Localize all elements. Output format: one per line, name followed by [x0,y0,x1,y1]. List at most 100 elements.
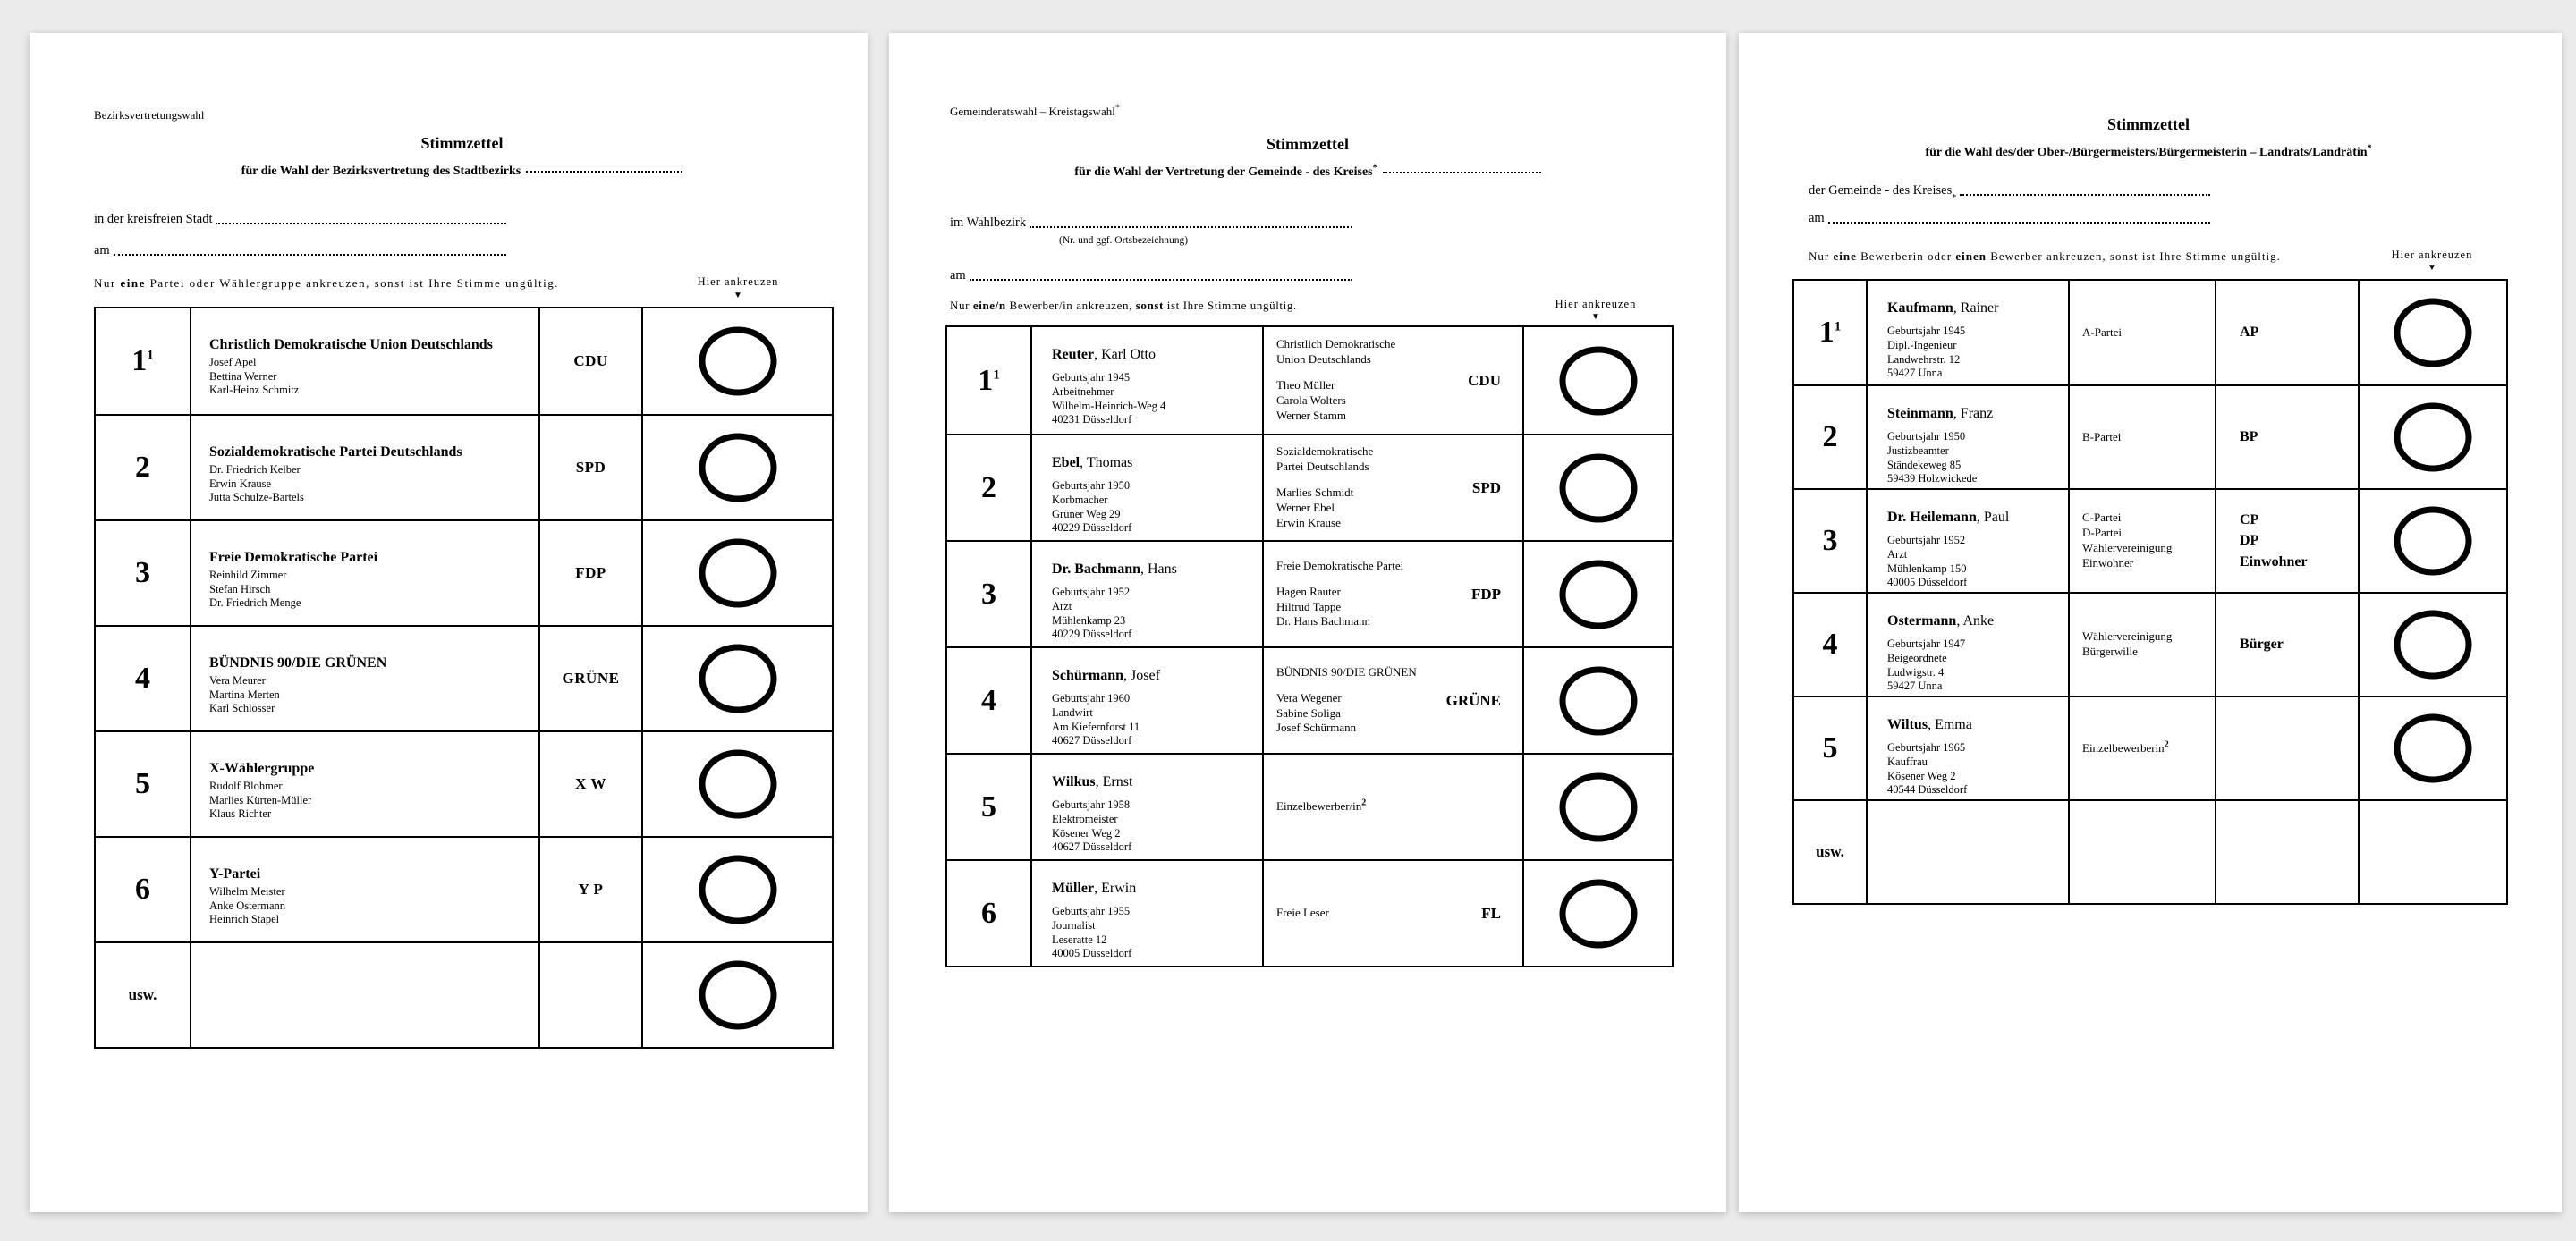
list-number: 2 [135,452,150,483]
vote-circle-cell[interactable] [641,521,832,625]
list-number: 4 [981,685,996,716]
candidate-name: Karl Schlösser [209,702,275,715]
party-cell: X-Wählergruppe Rudolf Blohmer Marlies Kürt… [190,732,538,836]
party-line-text: Union Deutschlands [1276,352,1371,367]
party-line-text: Einzelbewerberin [2082,740,2165,755]
candidate-details: Geburtsjahr 1965 Kauffrau Kösener Weg 2 405… [1887,741,2063,798]
list-number: 5 [1823,733,1838,764]
candidate-surname: Wilkus [1052,774,1096,789]
vote-circle-cell[interactable] [1522,327,1672,434]
ballot-page-2: Gemeinderatswahl – Kreistagswahl* Stimmze… [889,33,1726,1212]
list-number: 11 [978,363,1000,397]
list-number-text: 1 [978,363,994,397]
vote-circle-cell[interactable] [1522,755,1672,859]
list-number: 2 [981,472,996,503]
instruction-part: eine/n [972,299,1006,312]
candidate-detail-line: 59427 Unna [1887,367,1943,380]
party-line: Einwohner [2082,556,2215,571]
circle-mark-icon [1559,346,1637,415]
fill-in-field: im Wahlbezirk [950,215,1352,231]
vote-circle-cell[interactable] [641,943,832,1047]
circle-mark-icon [2394,298,2472,367]
candidate-detail-line: Elektromeister [1052,812,1118,825]
list-number-cell: 3 [947,542,1030,646]
vote-circle-cell[interactable] [641,838,832,941]
candidate-name: Wilkus, Ernst [1052,774,1257,790]
candidate-firstname: , Anke [1956,613,1995,629]
candidate-detail-line: 40627 Düsseldorf [1052,734,1132,747]
party-description: Einzelbewerber/in2 [1264,755,1522,859]
candidate-name: Wiltus, Emma [1887,717,2063,733]
candidate-detail-line: Geburtsjahr 1945 [1887,325,1966,337]
party-name: X-Wählergruppe [209,761,315,776]
candidate-firstname: , Thomas [1080,455,1133,470]
party-line-text: A-Partei [2082,325,2123,339]
party-cell: Freie Leser FL [1262,861,1522,966]
party-cell [2068,801,2215,903]
vote-circle-cell[interactable] [641,732,832,836]
vote-circle-cell[interactable] [2358,386,2506,488]
field-note: (Nr. und ggf. Ortsbezeichnung) [1059,235,1189,246]
candidate-cell: Steinmann, Franz Geburtsjahr 1950 Justizbe… [1866,386,2068,488]
vote-circle-cell[interactable] [2358,281,2506,384]
party-cell: Sozialdemokratische Partei Deutschlands D… [190,416,538,519]
instruction-part: Nur [950,299,973,312]
party-short-name: FL [1481,904,1501,922]
candidate-detail-line: Kösener Weg 2 [1887,769,1956,782]
candidate-firstname: , Ernst [1095,774,1133,789]
party-line-text: Einwohner [2082,555,2134,570]
candidate-name: Bettina Werner [209,369,277,383]
candidate-name: Dr. Hans Bachmann [1276,614,1371,629]
list-number: 4 [135,663,150,694]
candidate-firstname: , Paul [1976,510,2010,525]
mark-here-label: Hier ankreuzen [1555,298,1637,310]
vote-circle-cell[interactable] [2358,594,2506,696]
vote-circle-cell[interactable] [641,416,832,519]
table-row: 2 Sozialdemokratische Partei Deutschlands… [96,414,832,519]
mark-here-label: Hier ankreuzen [2391,249,2473,261]
table-row: usw. [96,941,832,1047]
vote-circle-cell[interactable] [641,308,832,414]
list-number-cell: 2 [96,416,190,519]
vote-circle-cell[interactable] [2358,490,2506,592]
party-line-text: Wählervereinigung [2082,629,2173,644]
down-arrow-icon: ▼ [733,291,742,300]
candidate-name: Erwin Krause [1276,515,1341,529]
candidate-detail-line: Geburtsjahr 1958 [1052,798,1131,811]
candidate-detail-line: 40005 Düsseldorf [1887,576,1968,589]
candidate-detail-line: Ludwigstr. 4 [1887,665,1945,679]
vote-circle-cell[interactable] [2358,697,2506,799]
candidate-detail-line: Arbeitnehmer [1052,384,1114,398]
election-type-label: Bezirksvertretungswahl [94,108,204,122]
candidate-detail-line: Wilhelm-Heinrich-Weg 4 [1052,399,1166,412]
empty-cell [1866,801,2068,903]
vote-circle-cell[interactable] [641,627,832,730]
vote-circle-cell[interactable] [1522,435,1672,540]
party-cell: Wählervereinigung Bürgerwille [2068,594,2215,696]
ballot-subtitle: für die Wahl der Bezirksvertretung des S… [94,165,830,179]
candidate-table: 11 Christlich Demokratische Union Deutsch… [94,307,834,1049]
instruction-part: Partei oder Wählergruppe ankreuzen, sons… [145,276,560,290]
party-cell: Sozialdemokratische Partei Deutschlands Ma… [1262,435,1522,540]
footnote-marker: * [2367,143,2372,154]
candidate-detail-line: Geburtsjahr 1960 [1052,692,1131,705]
party-short-cell: AP [2215,281,2358,384]
party-short-cell: BP [2215,386,2358,488]
candidate-detail-line: Kösener Weg 2 [1052,826,1121,840]
vote-circle-cell[interactable] [1522,542,1672,646]
candidate-cell: Ebel, Thomas Geburtsjahr 1950 Korbmacher Gr… [1030,435,1262,540]
vote-circle-cell[interactable] [1522,861,1672,966]
candidate-name: Josef Apel [209,356,257,368]
party-cell: Y-Partei Wilhelm Meister Anke Ostermann Hei… [190,838,538,941]
candidate-firstname: , Karl Otto [1094,347,1156,362]
list-number: 11 [1819,317,1842,348]
candidate-detail-line: Am Kiefernforst 11 [1052,720,1140,733]
party-line-text: B-Partei [2082,429,2122,443]
instruction-part: Bewerberin oder [1856,249,1956,263]
vote-circle-cell[interactable] [1522,648,1672,753]
party-line-text: Einzelbewerber/in [1276,799,1362,814]
table-row: 2 Steinmann, Franz Geburtsjahr 1950 Justizb… [1794,384,2506,488]
table-row: 11 Reuter, Karl Otto Geburtsjahr 1945 Arbei… [947,327,1672,434]
vote-circle-cell [2358,801,2506,903]
